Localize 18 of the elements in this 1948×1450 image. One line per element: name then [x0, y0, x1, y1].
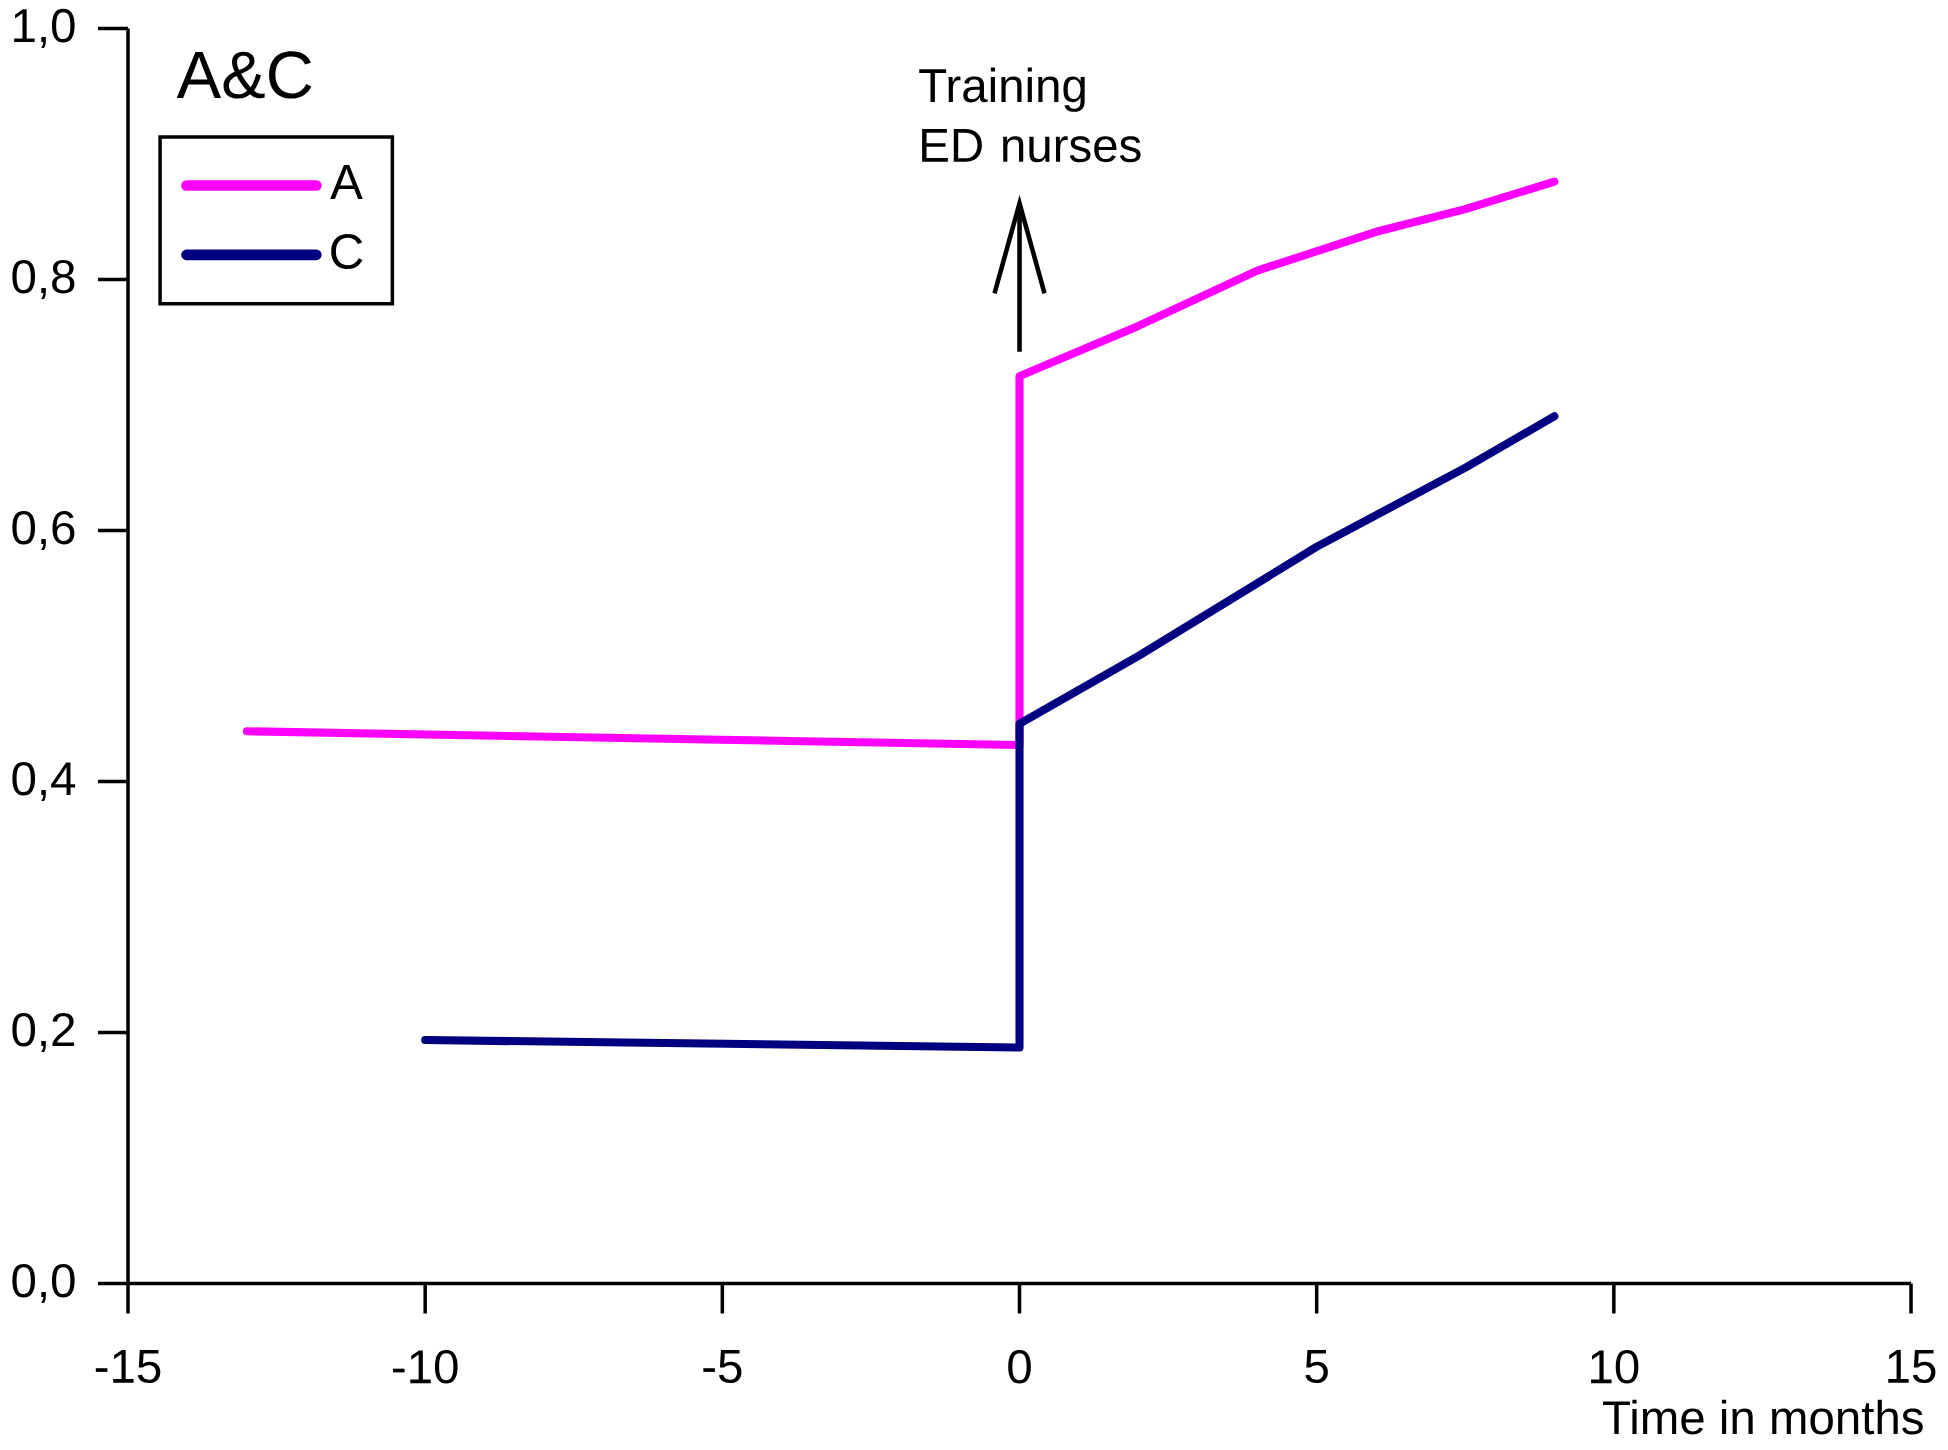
x-tick-label: -10 [392, 1350, 458, 1384]
x-tick-label: 15 [1888, 1350, 1936, 1384]
legend-label: A [330, 165, 363, 199]
x-tick-label: 0 [1008, 1350, 1031, 1384]
y-tick-label: 0,0 [12, 1263, 75, 1304]
y-tick-label: 0,6 [12, 510, 75, 551]
y-tick-label: 0,2 [12, 1012, 75, 1053]
x-tick-label: -15 [95, 1350, 161, 1384]
x-tick-label: -5 [703, 1350, 742, 1384]
x-axis-title: Time in months [1603, 1399, 1923, 1435]
chart-title: A&C [176, 51, 312, 99]
x-tick-label: 5 [1305, 1350, 1328, 1384]
legend-label: C [331, 234, 363, 269]
ref-line-label: Training ED nurses [919, 67, 1141, 163]
y-tick-label: 1,0 [14, 8, 75, 49]
y-tick-label: 0,8 [12, 259, 75, 300]
x-tick-label: 10 [1591, 1350, 1639, 1384]
y-tick-label: 0,4 [12, 761, 76, 802]
